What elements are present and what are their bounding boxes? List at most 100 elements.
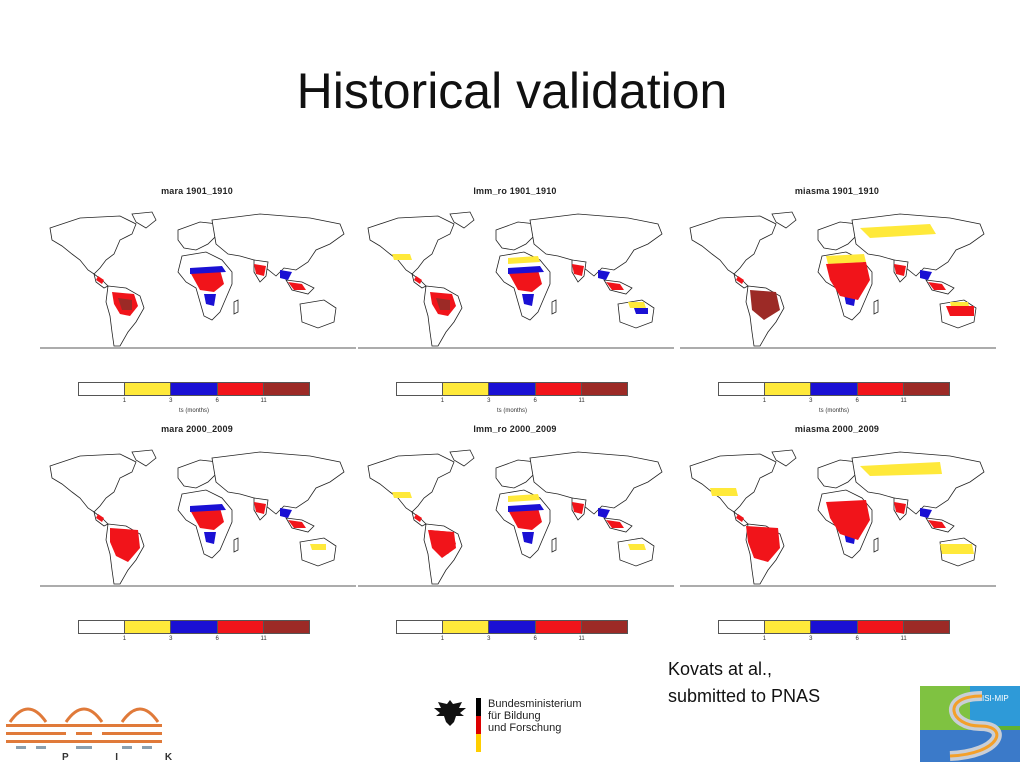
malaria-region-red [736, 276, 744, 284]
colorbar-segment-red [217, 621, 264, 633]
colorbar-segment-white [397, 383, 444, 395]
continent-outline [529, 213, 663, 277]
malaria-region-red [946, 306, 974, 316]
colorbar-tick-label: 6 [215, 636, 219, 642]
continent-outline [233, 537, 239, 553]
colorbar-tick-label: 3 [169, 398, 173, 404]
colorbar-segment-darkred [581, 621, 628, 633]
continent-outline [851, 451, 985, 515]
colorbar-tick-label: 11 [260, 636, 267, 642]
colorbar [396, 620, 628, 634]
continent-outline [449, 449, 475, 467]
colorbar-segment-blue [811, 621, 858, 633]
continent-outline [495, 221, 537, 251]
malaria-region-red [826, 500, 870, 540]
colorbar-segment-yellow [765, 621, 812, 633]
continent-outline [449, 211, 475, 229]
citation-line-2: submitted to PNAS [668, 686, 821, 706]
colorbar-tick-label: 1 [762, 398, 767, 404]
malaria-region-blue [204, 294, 216, 306]
malaria-region-yellow [508, 494, 540, 502]
world-map [40, 211, 356, 349]
colorbar-segment-yellow [125, 383, 172, 395]
malaria-region-blue [508, 504, 544, 512]
colorbar-segment-darkred [903, 621, 950, 633]
colorbar-segment-red [857, 621, 904, 633]
continent-outline [233, 299, 239, 315]
colorbar-segment-darkred [903, 383, 950, 395]
continent-outline [689, 453, 777, 513]
malaria-region-red [190, 508, 224, 530]
malaria-region-red [288, 282, 306, 290]
malaria-region-yellow [860, 224, 936, 238]
map-panel-lmm-ro-2000: lmm_ro 2000_2009 1 3 6 11 [356, 424, 674, 654]
malaria-region-red [894, 502, 906, 514]
malaria-region-red [254, 502, 266, 514]
colorbar-segment-yellow [443, 383, 490, 395]
colorbar-segment-blue [489, 383, 536, 395]
colorbar-tick-label: 1 [122, 636, 127, 642]
world-map [680, 449, 996, 587]
colorbar-segment-red [217, 383, 264, 395]
malaria-region-red [508, 270, 542, 292]
malaria-region-blue [190, 266, 226, 274]
map-panel-mara-2000: mara 2000_2009 1 3 6 11 [38, 424, 356, 654]
malaria-region-red [428, 530, 456, 558]
continent-outline [551, 537, 557, 553]
colorbar-segment-darkred [263, 383, 310, 395]
continent-outline [49, 215, 137, 275]
colorbar-ticks: 1 3 6 11 [396, 398, 628, 408]
malaria-region-red [288, 520, 306, 528]
colorbar-segment-white [397, 621, 444, 633]
continent-outline [873, 299, 879, 315]
colorbar-segment-red [535, 621, 582, 633]
colorbar [718, 382, 950, 396]
continent-outline [177, 221, 219, 251]
isi-mip-logo-text: ISI-MIP [982, 694, 1009, 703]
malaria-region-yellow [710, 488, 738, 496]
german-flag-icon [476, 698, 481, 752]
colorbar-tick-label: 6 [533, 636, 537, 642]
map-panel-lmm-ro-1901: lmm_ro 1901_1910 1 3 6 11 ts (months) [356, 186, 674, 416]
colorbar-tick-label: 3 [487, 636, 491, 642]
colorbar-segment-white [719, 383, 766, 395]
malaria-region-red [928, 520, 946, 528]
continent-outline [873, 537, 879, 553]
continent-outline [177, 459, 219, 489]
malaria-region-red [826, 262, 870, 300]
map-panel-mara-1901: mara 1901_1910 1 3 6 11 ts (months) [38, 186, 356, 416]
colorbar-tick-label: 11 [900, 636, 907, 642]
panel-title: lmm_ro 2000_2009 [473, 424, 557, 434]
colorbar-tick-label: 1 [122, 398, 127, 404]
colorbar-tick-label: 6 [855, 636, 859, 642]
continent-outline [771, 449, 797, 467]
colorbar-unit-label: ts (months) [178, 408, 209, 414]
continent-outline [49, 453, 137, 513]
colorbar-tick-label: 1 [440, 636, 445, 642]
colorbar-tick-label: 6 [855, 398, 859, 404]
malaria-region-yellow [392, 492, 412, 498]
continent-outline [851, 213, 985, 277]
continent-outline [299, 537, 337, 567]
colorbar-tick-label: 6 [215, 398, 219, 404]
malaria-region-blue [522, 532, 534, 544]
citation: Kovats at al., submitted to PNAS [668, 656, 820, 710]
colorbar-tick-label: 3 [809, 398, 813, 404]
continent-outline [689, 215, 777, 275]
colorbar-segment-red [857, 383, 904, 395]
eagle-icon [434, 700, 466, 726]
citation-line-1: Kovats at al., [668, 659, 773, 679]
colorbar-tick-label: 3 [169, 636, 173, 642]
colorbar [718, 620, 950, 634]
colorbar-ticks: 1 3 6 11 [718, 398, 950, 408]
bmbf-logo-text: Bundesministerium für Bildung und Forsch… [488, 698, 582, 734]
world-map [358, 449, 674, 587]
colorbar [78, 382, 310, 396]
colorbar-tick-label: 11 [900, 398, 907, 404]
continent-outline [617, 537, 655, 567]
continent-outline [495, 459, 537, 489]
malaria-region-red [928, 282, 946, 290]
colorbar-segment-darkred [263, 621, 310, 633]
colorbar-tick-label: 3 [809, 636, 813, 642]
malaria-region-red [736, 514, 744, 522]
